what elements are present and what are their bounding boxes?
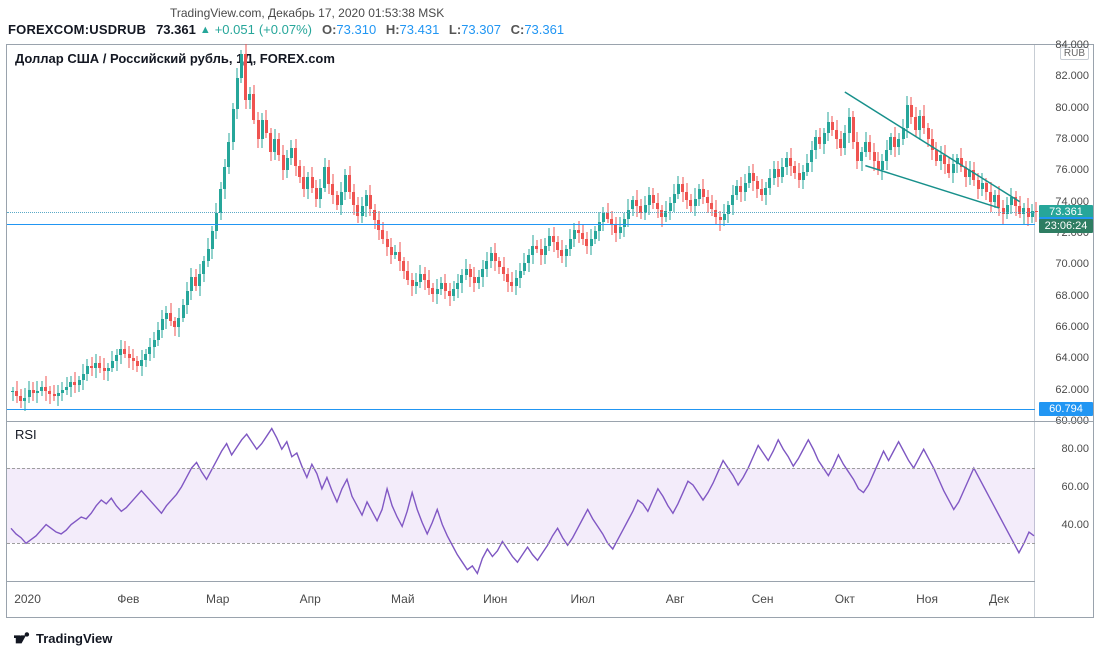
rsi-ytick: 40.00	[1061, 519, 1089, 531]
rsi-band-border	[7, 543, 1035, 544]
ohlc-open: 73.310	[336, 22, 376, 37]
up-caret-icon: ▲	[200, 24, 211, 36]
time-axis-label: Авг	[666, 592, 685, 606]
rsi-y-axis[interactable]: 80.00 60.00 40.00	[1035, 421, 1093, 581]
change-percent: (+0.07%)	[259, 22, 312, 37]
tradingview-logo-icon	[14, 630, 30, 646]
symbol-code[interactable]: FOREXCOM:USDRUB	[8, 22, 146, 37]
price-pane[interactable]: Доллар США / Российский рубль, 1Д, FOREX…	[7, 45, 1035, 421]
time-axis-label: 2020	[14, 592, 41, 606]
price-ytick: 78.000	[1055, 133, 1089, 145]
time-axis[interactable]: 2020 Фев Мар Апр Май Июн Июл Авг Сен Окт Ноя Дек	[7, 581, 1035, 618]
ohlc-close: 73.361	[524, 22, 564, 37]
brand-text: TradingView	[36, 631, 112, 646]
price-ytick: 68.000	[1055, 290, 1089, 302]
chart-frame: Доллар США / Российский рубль, 1Д, FOREX…	[6, 44, 1094, 618]
price-ytick: 64.000	[1055, 352, 1089, 364]
price-hline	[7, 212, 1035, 213]
bar-countdown-tag: 23:06:24	[1039, 219, 1093, 233]
price-ytick: 66.000	[1055, 321, 1089, 333]
time-axis-label: Дек	[989, 592, 1009, 606]
rsi-label: RSI	[15, 427, 37, 442]
price-ytick: 80.000	[1055, 102, 1089, 114]
price-hline	[7, 224, 1035, 225]
change-absolute: +0.051	[215, 22, 255, 37]
tradingview-brand[interactable]: TradingView	[14, 630, 112, 646]
time-axis-label: Ноя	[916, 592, 938, 606]
price-ytick: 82.000	[1055, 70, 1089, 82]
price-ytick: 76.000	[1055, 164, 1089, 176]
rsi-band-border	[7, 468, 1035, 469]
last-price: 73.361	[156, 22, 196, 37]
price-ytick: 84.000	[1055, 39, 1089, 51]
time-axis-label: Июн	[483, 592, 507, 606]
price-axis-tag: 60.794	[1039, 402, 1093, 416]
price-hline	[7, 409, 1035, 410]
ohlc-low: 73.307	[461, 22, 501, 37]
time-axis-label: Фев	[117, 592, 139, 606]
time-axis-label: Май	[391, 592, 415, 606]
time-axis-label: Окт	[835, 592, 855, 606]
rsi-band-fill	[7, 468, 1035, 543]
attribution-text: TradingView.com, Декабрь 17, 2020 01:53:…	[170, 6, 444, 20]
time-axis-label: Июл	[570, 592, 594, 606]
rsi-ytick: 60.00	[1061, 481, 1089, 493]
price-y-axis[interactable]: RUB 84.00082.00080.00078.00076.00074.000…	[1035, 45, 1093, 421]
symbol-info-bar: FOREXCOM:USDRUB 73.361 ▲ +0.051 (+0.07%)…	[8, 22, 564, 37]
rsi-ytick: 80.00	[1061, 443, 1089, 455]
time-axis-label: Мар	[206, 592, 229, 606]
candlestick-series	[7, 45, 1035, 421]
ohlc-readout: O:73.310 H:73.431 L:73.307 C:73.361	[316, 22, 564, 37]
price-ytick: 62.000	[1055, 384, 1089, 396]
price-ytick: 70.000	[1055, 258, 1089, 270]
time-axis-label: Сен	[752, 592, 774, 606]
ohlc-high: 73.431	[400, 22, 440, 37]
time-axis-label: Апр	[300, 592, 321, 606]
rsi-pane[interactable]: RSI	[7, 421, 1035, 581]
